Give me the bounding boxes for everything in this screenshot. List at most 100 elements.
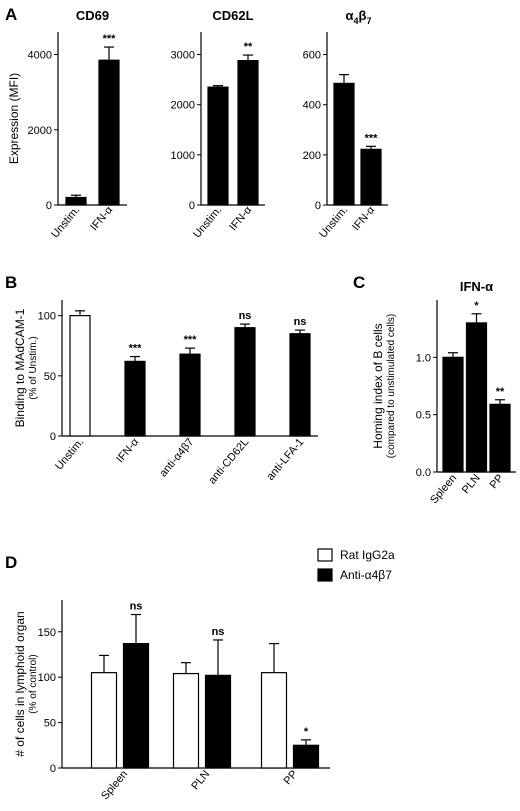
homing-2-significance-label: ** — [496, 386, 505, 398]
cd62l-1-category-label: IFN-α — [227, 204, 254, 233]
homing-y-tick-label: 1.0 — [416, 352, 431, 364]
cd69-y-tick-label: 2000 — [28, 125, 52, 137]
binding-1-category-label: IFN-α — [114, 436, 141, 465]
panel-d-cell-count-chart: 0 50 100 150 # of cells in lymphoid organ (% … — [13, 548, 395, 802]
a4b7-title-part: 4 — [354, 16, 359, 26]
cells-1-0-bar — [172, 672, 200, 769]
cd62l-0-bar — [207, 86, 229, 206]
homing-y-axis-sublabel: (compared to unstimulated cells) — [386, 314, 397, 459]
cd62l-y-tick-label: 0 — [189, 200, 195, 212]
binding-y-tick-label: 100 — [38, 311, 56, 323]
cd62l-1-significance-label: ** — [244, 41, 253, 53]
a4b7-title-part: α — [346, 8, 354, 23]
binding-2-bar — [179, 353, 201, 437]
panel-a-a4b7-chart: 0 200 400 600 α4β7 Unstim. *** IFN-α — [303, 8, 388, 240]
binding-2-significance-label: *** — [184, 334, 198, 346]
homing-1-significance-label: * — [474, 300, 479, 312]
homing-0-category-label: Spleen — [428, 472, 459, 506]
cd69-1-category-label: IFN-α — [88, 204, 115, 233]
homing-2-category-label: PP — [488, 472, 507, 491]
cd69-1-significance-label: *** — [103, 33, 117, 45]
a4b7-1-significance-label: *** — [365, 132, 379, 144]
cd69-0-category-label: Unstim. — [49, 204, 82, 240]
binding-4-category-label: anti-LFA-1 — [264, 436, 306, 483]
cd69-chart-title: CD69 — [76, 8, 109, 23]
cd62l-0-category-label: Unstim. — [191, 204, 224, 240]
cells-y-axis-label: # of cells in lymphoid organ — [13, 611, 27, 756]
cells-2-1-bar — [292, 744, 320, 769]
cd62l-chart-title: CD62L — [212, 8, 253, 23]
cells-1-1-bar — [204, 674, 232, 769]
cd69-y-tick-label: 0 — [46, 200, 52, 212]
cells-y-tick-label: 50 — [44, 718, 56, 730]
cd69-y-tick-label: 4000 — [28, 50, 52, 62]
cd62l-y-tick-label: 3000 — [171, 50, 195, 62]
cd69-y-axis-label: Expression (MFI) — [7, 73, 21, 164]
a4b7-1-bar — [360, 148, 382, 206]
cells-2-category-label: PP — [282, 768, 301, 787]
cells-y-axis-sublabel: (% of control) — [28, 654, 39, 713]
cells-0-1-bar — [122, 642, 150, 769]
binding-y-axis-sublabel: (% of Unstim.) — [28, 336, 39, 399]
a4b7-1-category-label: IFN-α — [350, 204, 377, 233]
panel-a-cd69-chart: 0 2000 4000 Expression (MFI) CD69 Unstim. *** I… — [7, 8, 127, 240]
binding-3-significance-label: ns — [239, 310, 252, 322]
panel-letter-b: B — [5, 273, 17, 292]
a4b7-title-part: β — [359, 8, 367, 23]
cd62l-1-bar — [237, 59, 259, 206]
cd69-0-bar — [65, 196, 87, 206]
cells-0-0-bar — [90, 672, 118, 769]
cells-2-0-bar — [260, 672, 288, 769]
binding-4-bar — [289, 333, 311, 437]
panel-c-homing-chart: 0.0 0.5 1.0 Homing index of B cells (compare… — [371, 279, 516, 506]
cells-y-tick-label: 0 — [50, 763, 56, 775]
binding-1-significance-label: *** — [129, 343, 143, 355]
binding-0-category-label: Unstim. — [53, 436, 86, 472]
binding-0-bar — [69, 315, 91, 437]
panel-a-cd62l-chart: 0 1000 2000 3000 CD62L Unstim. ** IFN-α — [171, 8, 265, 240]
cells-2-1-significance-label: * — [304, 726, 309, 738]
cd62l-y-tick-label: 2000 — [171, 100, 195, 112]
homing-0-bar — [442, 356, 464, 473]
binding-4-significance-label: ns — [294, 316, 307, 328]
cd62l-y-tick-label: 1000 — [171, 150, 195, 162]
panel-letter-d: D — [5, 553, 17, 572]
binding-2-category-label: anti-α4β7 — [157, 436, 196, 479]
homing-1-bar — [465, 322, 488, 473]
cells-y-tick-label: 150 — [38, 627, 56, 639]
homing-chart-title: IFN-α — [460, 279, 493, 294]
homing-1-category-label: PLN — [460, 472, 483, 496]
panel-letter-a: A — [5, 5, 17, 24]
panel-b-binding-chart: 0 50 100 Binding to MAdCAM-1 (% of Unstim.) U… — [13, 300, 318, 487]
homing-y-axis-label: Homing index of B cells — [371, 323, 385, 448]
binding-y-axis-label: Binding to MAdCAM-1 — [13, 308, 27, 427]
binding-1-bar — [124, 360, 146, 437]
a4b7-0-category-label: Unstim. — [317, 204, 350, 240]
binding-y-tick-label: 50 — [44, 371, 56, 383]
panel-letter-c: C — [353, 273, 365, 292]
legend-label-1: Anti-α4β7 — [340, 568, 392, 582]
a4b7-chart-title: α4β7 — [346, 8, 372, 26]
binding-y-tick-label: 0 — [50, 431, 56, 443]
cells-0-category-label: Spleen — [99, 768, 130, 802]
binding-3-bar — [234, 327, 256, 437]
homing-y-tick-label: 0.0 — [416, 467, 431, 479]
a4b7-0-bar — [333, 82, 355, 206]
a4b7-y-tick-label: 400 — [303, 100, 321, 112]
homing-2-bar — [489, 403, 511, 473]
a4b7-y-tick-label: 200 — [303, 150, 321, 162]
cells-1-category-label: PLN — [189, 768, 212, 792]
a4b7-y-tick-label: 600 — [303, 50, 321, 62]
legend-swatch-0 — [317, 548, 333, 562]
legend-swatch-1 — [317, 568, 333, 582]
cd69-1-bar — [98, 59, 120, 206]
a4b7-y-tick-label: 0 — [315, 200, 321, 212]
homing-y-tick-label: 0.5 — [416, 410, 431, 422]
panel-letters: A B C D — [5, 5, 365, 572]
cells-0-1-significance-label: ns — [130, 601, 143, 613]
legend-label-0: Rat IgG2a — [340, 548, 395, 562]
binding-3-category-label: anti-CD62L — [206, 436, 251, 486]
a4b7-title-part: 7 — [366, 16, 371, 26]
cells-y-tick-label: 100 — [38, 672, 56, 684]
